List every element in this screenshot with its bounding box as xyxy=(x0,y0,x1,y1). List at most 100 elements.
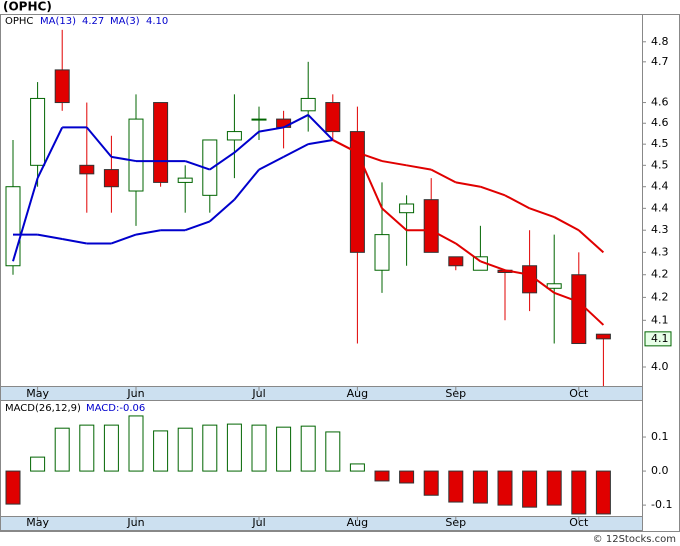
macd-bar xyxy=(128,415,144,472)
macd-bar xyxy=(325,431,341,472)
x-tick-label: May xyxy=(26,387,49,400)
legend-label: MA(3) xyxy=(110,16,140,27)
ma-line xyxy=(381,160,407,167)
candle-body xyxy=(103,169,119,188)
y-tick-label: 4.8 xyxy=(651,35,669,48)
y-tick-label: 4.2 xyxy=(651,290,669,303)
axis-strip xyxy=(0,386,643,401)
macd-bar xyxy=(177,427,193,472)
ma-line xyxy=(283,143,309,158)
y-tick-label: 0.1 xyxy=(651,430,669,443)
macd-label: MACD(26,12,9) xyxy=(5,403,81,414)
ma-line xyxy=(258,155,285,171)
candle-body xyxy=(5,186,21,267)
ma-line xyxy=(209,151,235,171)
x-tick-label: Jul xyxy=(251,516,265,529)
ma-line xyxy=(529,207,555,218)
y-tick-label: 0.0 xyxy=(651,464,669,477)
ma-line xyxy=(406,164,432,171)
macd-bar xyxy=(399,470,415,484)
x-tick-label: Aug xyxy=(347,387,368,400)
macd-bar xyxy=(54,427,70,472)
candle-body xyxy=(571,274,587,345)
ma-line xyxy=(455,181,481,188)
candle-body xyxy=(251,118,267,121)
candle-body xyxy=(54,69,70,104)
macd-bar xyxy=(153,430,169,472)
candle-body xyxy=(177,177,193,183)
ma-line xyxy=(12,177,39,262)
candle-body xyxy=(546,283,562,289)
y-tick-label: -0.1 xyxy=(651,498,672,511)
macd-bar xyxy=(30,456,46,472)
candle-body xyxy=(79,164,95,175)
macd-bar xyxy=(5,470,21,505)
macd-bar xyxy=(546,470,562,506)
macd-bar xyxy=(103,424,119,472)
x-tick-label: Oct xyxy=(569,516,589,529)
ma-line xyxy=(553,291,580,303)
ma-line xyxy=(62,238,87,245)
ma-line xyxy=(504,194,531,210)
ma-line xyxy=(283,114,309,129)
y-tick-label: 4.7 xyxy=(651,55,669,68)
candle-body xyxy=(448,256,464,267)
candle-body xyxy=(423,199,439,253)
x-tick-label: Jun xyxy=(126,387,144,400)
ma-line xyxy=(480,260,506,272)
candle-body xyxy=(374,234,390,271)
candle-body xyxy=(128,118,144,192)
candle-body xyxy=(595,333,611,340)
ma-line xyxy=(86,126,113,158)
ma-line xyxy=(184,160,211,171)
candle-body xyxy=(325,102,341,133)
candle-body xyxy=(153,102,169,183)
axis-strip xyxy=(0,516,643,531)
ma-line xyxy=(308,138,333,146)
ma-line xyxy=(184,220,211,232)
ma-line xyxy=(209,198,236,223)
macd-bar xyxy=(276,426,292,472)
ma-line xyxy=(578,229,605,254)
x-tick-label: Jul xyxy=(251,387,265,400)
x-tick-label: Aug xyxy=(347,516,368,529)
y-tick-label: 4.5 xyxy=(651,137,669,150)
ma-line xyxy=(307,114,334,141)
candle-body xyxy=(300,97,316,112)
last-price-label: 4.1 xyxy=(651,332,669,345)
y-tick-label: 4.4 xyxy=(651,180,669,193)
y-tick-label: 4.6 xyxy=(651,116,669,129)
ma-line xyxy=(553,216,580,232)
ma-line xyxy=(258,126,284,133)
macd-bar xyxy=(448,470,464,503)
ma-line xyxy=(357,151,383,163)
macd-bar xyxy=(522,470,538,508)
ma-line xyxy=(504,269,530,276)
y-tick-label: 4.4 xyxy=(651,201,669,214)
macd-bar xyxy=(300,425,316,472)
ma-line xyxy=(36,126,64,179)
x-tick-label: Sep xyxy=(445,387,466,400)
ma-line xyxy=(37,233,63,241)
x-tick-label: Oct xyxy=(569,387,589,400)
macd-bar xyxy=(374,470,390,482)
macd-bar xyxy=(202,424,218,472)
ma-line xyxy=(578,301,605,326)
ma-line xyxy=(233,130,260,154)
ma-line xyxy=(356,152,383,209)
macd-bar xyxy=(571,470,587,515)
candle-body xyxy=(226,131,242,141)
x-tick-label: Sep xyxy=(445,516,466,529)
x-tick-label: May xyxy=(26,516,49,529)
macd-bar xyxy=(497,470,513,506)
ma-line xyxy=(135,229,161,236)
chart-title: (OPHC) xyxy=(3,0,52,14)
macd-bar xyxy=(595,470,611,515)
macd-bar xyxy=(472,470,488,504)
y-tick-label: 4.3 xyxy=(651,245,669,258)
ma-line xyxy=(111,233,137,245)
legend-symbol: OPHC xyxy=(5,16,33,27)
y-tick-label: 4.0 xyxy=(651,360,669,373)
candle-body xyxy=(30,97,46,166)
y-tick-label: 4.1 xyxy=(651,313,669,326)
